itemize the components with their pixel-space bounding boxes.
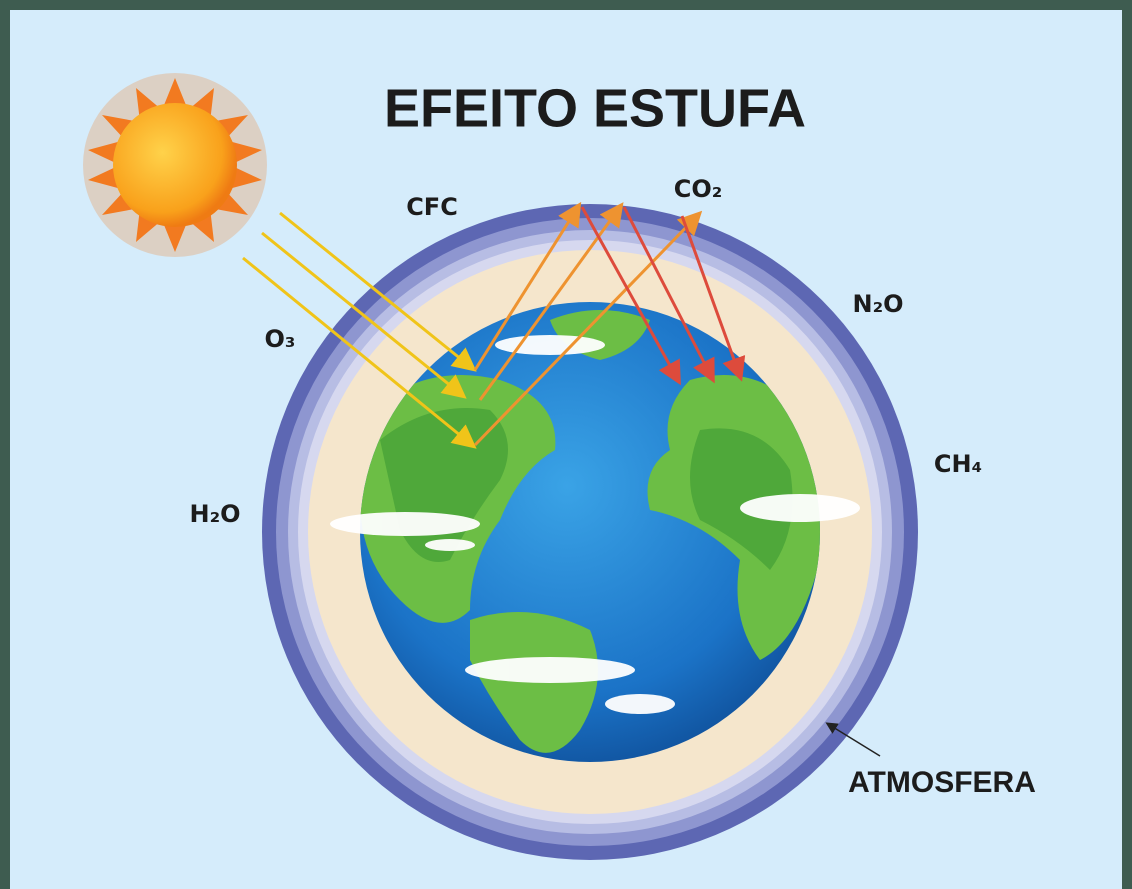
gas-label: CFC [406, 193, 458, 221]
gas-label: N₂O [853, 290, 904, 318]
page: EFEITO ESTUFA CFC CO₂ N₂O O₃ CH₄ H₂O ATM… [0, 0, 1132, 889]
gas-label: CO₂ [674, 175, 723, 203]
atmosphere-label: ATMOSFERA [848, 766, 1036, 799]
sun [83, 73, 267, 257]
diagram: EFEITO ESTUFA CFC CO₂ N₂O O₃ CH₄ H₂O ATM… [0, 0, 1132, 889]
gas-label: O₃ [265, 325, 296, 353]
gas-label: CH₄ [934, 450, 982, 478]
gas-label: H₂O [190, 500, 241, 528]
title: EFEITO ESTUFA [384, 78, 806, 138]
